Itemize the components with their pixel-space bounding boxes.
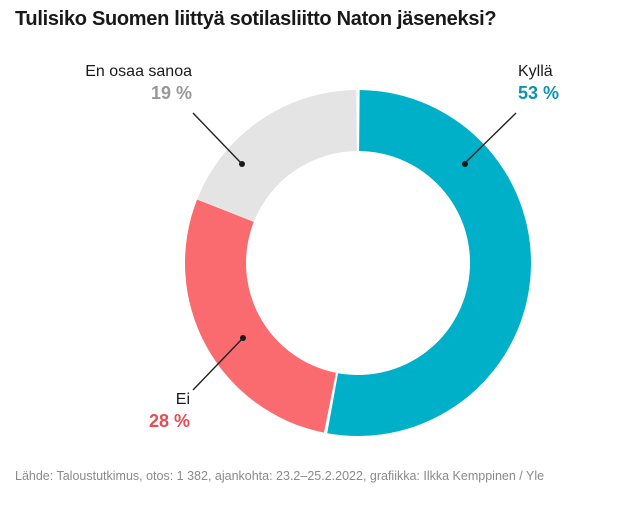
ei-value: 28 % bbox=[148, 411, 190, 431]
kylla-leader-line bbox=[464, 112, 517, 164]
kylla-callout: Kyllä 53 % bbox=[518, 61, 559, 105]
donut-segment-kylla bbox=[327, 90, 532, 437]
ei-callout: Ei 28 % bbox=[149, 389, 190, 433]
en-osaa-sanoa-value: 19 % bbox=[150, 83, 192, 103]
kylla-value: 53 % bbox=[518, 83, 560, 103]
donut-segment-en-osaa-sanoa bbox=[197, 90, 357, 222]
en-osaa-sanoa-leader-dot bbox=[239, 161, 245, 167]
en-osaa-sanoa-callout: En osaa sanoa 19 % bbox=[85, 61, 192, 105]
ei-label: Ei bbox=[175, 391, 190, 408]
donut-segment-ei bbox=[184, 199, 336, 433]
ei-leader-dot bbox=[240, 335, 246, 341]
donut-segments bbox=[184, 90, 532, 437]
source-credit-line: Lähde: Taloustutkimus, otos: 1 382, ajan… bbox=[15, 469, 545, 483]
ei-leader-line bbox=[192, 338, 243, 391]
kylla-leader-dot bbox=[462, 161, 468, 167]
en-osaa-sanoa-label: En osaa sanoa bbox=[85, 63, 192, 80]
chart-title: Tulisiko Suomen liittyä sotilasliitto Na… bbox=[15, 8, 497, 30]
leader-lines bbox=[192, 112, 517, 391]
en-osaa-sanoa-leader-line bbox=[192, 112, 242, 164]
kylla-label: Kyllä bbox=[518, 63, 553, 80]
leader-dots bbox=[239, 161, 468, 341]
